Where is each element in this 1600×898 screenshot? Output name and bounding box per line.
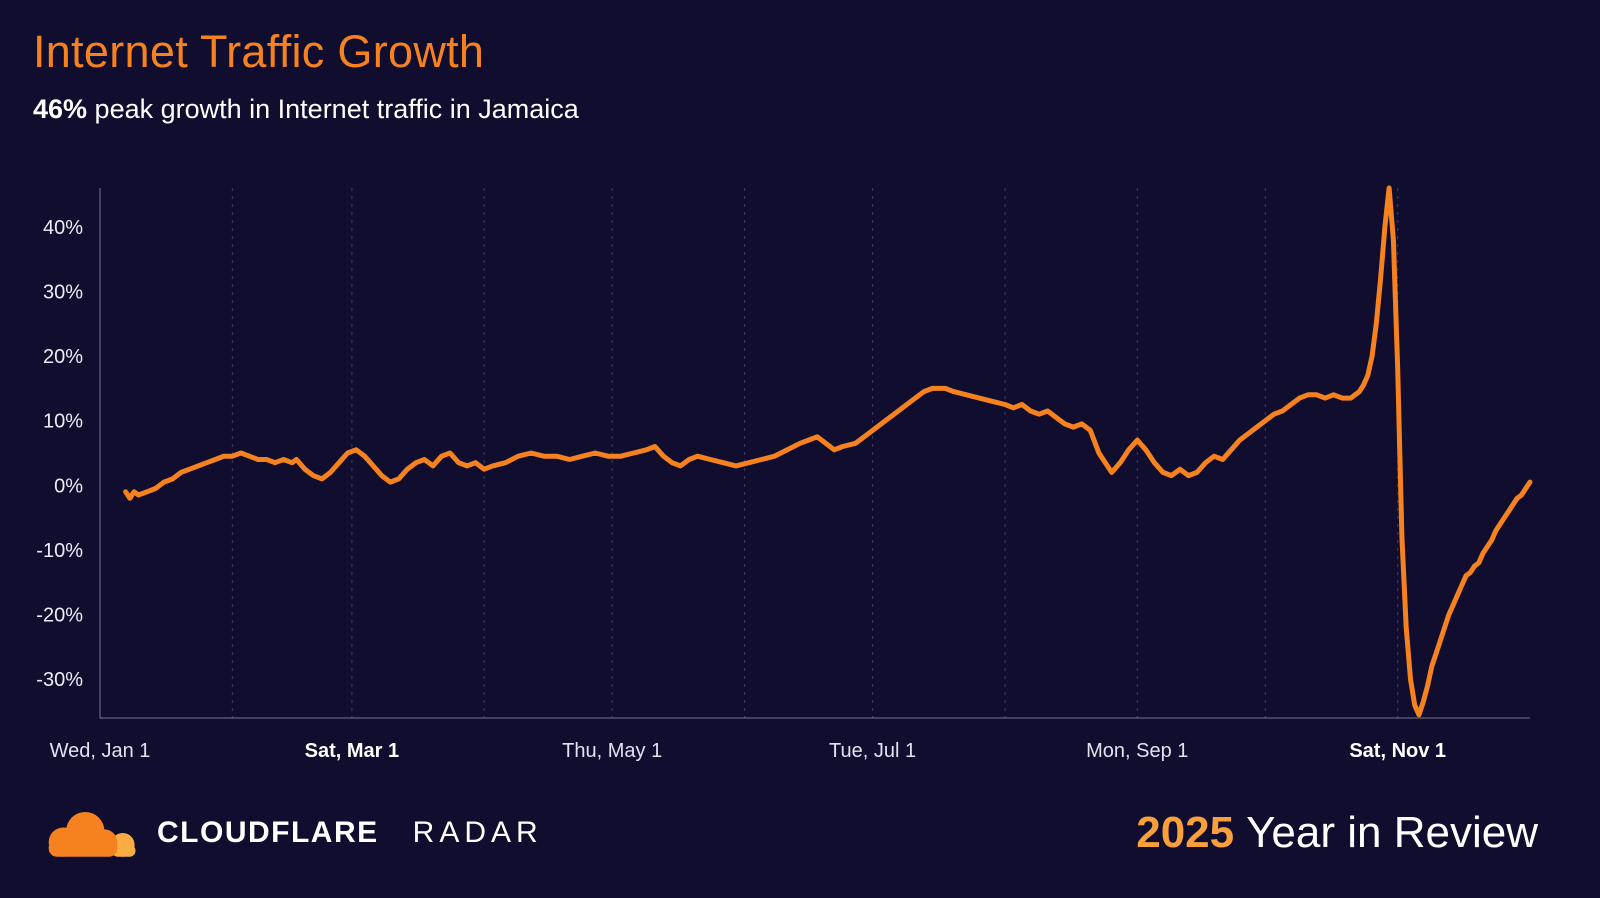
subtitle-highlight: 46% — [33, 94, 88, 124]
x-tick-label: Thu, May 1 — [562, 740, 662, 762]
y-tick-label: 20% — [43, 346, 83, 368]
y-tick-label: 40% — [43, 217, 83, 239]
y-tick-label: 30% — [43, 281, 83, 303]
radar-wordmark: RADAR — [412, 816, 543, 849]
y-tick-label: -20% — [36, 605, 83, 627]
chart-subtitle: 46% peak growth in Internet traffic in J… — [33, 94, 579, 125]
x-tick-label: Tue, Jul 1 — [829, 740, 916, 762]
traffic-growth-chart: 40% 30% 20% 10% 0% -10% -20% -30% Wed, Jan 1 Sat,… — [0, 184, 1600, 784]
y-tick-label: 0% — [54, 475, 83, 497]
y-tick-label: 10% — [43, 411, 83, 433]
subtitle-text: peak growth in Internet traffic in Jamai… — [87, 94, 579, 124]
year-in-review: 2025 Year in Review — [1136, 811, 1538, 855]
traffic-growth-line — [123, 185, 1533, 718]
x-tick-label: Sat, Mar 1 — [305, 740, 399, 762]
x-tick-label: Mon, Sep 1 — [1086, 740, 1188, 762]
review-year: 2025 — [1136, 808, 1235, 857]
chart-header: Internet Traffic Growth 46% peak growth … — [33, 26, 579, 125]
x-tick-label: Wed, Jan 1 — [50, 740, 151, 762]
y-tick-label: -10% — [36, 540, 83, 562]
x-tick-label: Sat, Nov 1 — [1349, 740, 1446, 762]
review-label: Year in Review — [1246, 808, 1538, 857]
cloudflare-logo-icon — [48, 811, 136, 857]
cloudflare-wordmark: CLOUDFLARE — [157, 816, 379, 849]
y-tick-label: -30% — [36, 669, 83, 691]
cloudflare-radar-brand: CLOUDFLARE RADAR — [33, 801, 543, 865]
footer: CLOUDFLARE RADAR 2025 Year in Review — [0, 788, 1600, 898]
page-title: Internet Traffic Growth — [33, 26, 485, 77]
traffic-chart-canvas: 40% 30% 20% 10% 0% -10% -20% -30% Wed, Jan 1 Sat,… — [36, 185, 1533, 762]
